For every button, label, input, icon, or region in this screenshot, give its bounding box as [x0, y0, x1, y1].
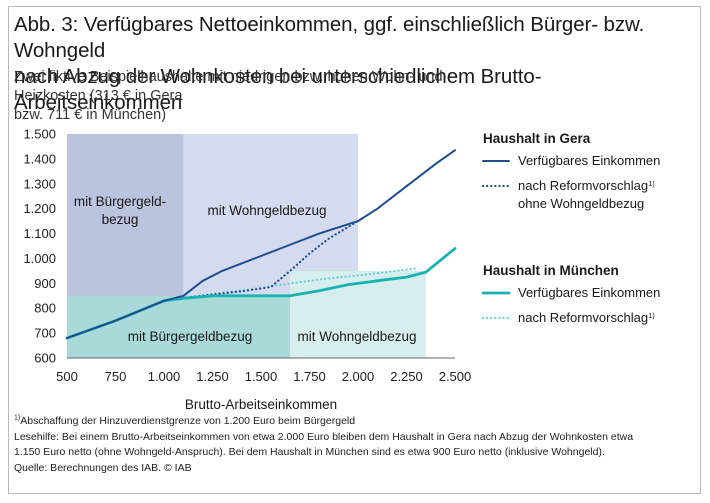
- x-tick-label-2: 750: [105, 369, 127, 384]
- chart-series: [65, 149, 457, 340]
- chart-region-labels: mit Bürgergeld-bezug mit Wohngeldbezug mit…: [74, 194, 417, 344]
- y-tick-label-10: 1.500: [23, 127, 56, 142]
- y-tick-label-7: 1.200: [23, 201, 56, 216]
- x-tick-label-9: 2.500: [439, 369, 472, 384]
- legend-group-title-1: Haushalt in Gera: [483, 131, 591, 146]
- region-label-1-line-2: bezug: [102, 212, 139, 227]
- footnotes: 1)Abschaffung der Hinzuverdienstgrenze v…: [14, 414, 694, 476]
- footnote-1: 1)Abschaffung der Hinzuverdienstgrenze v…: [14, 414, 694, 430]
- region-label-4-line-1: mit Wohngeldbezug: [297, 329, 416, 344]
- x-axis-label: Brutto-Arbeitseinkommen: [185, 397, 337, 412]
- region-label-3-line-1: mit Bürgergeldbezug: [128, 329, 253, 344]
- y-tick-label-5: 1.000: [23, 251, 56, 266]
- y-tick-label-3: 800: [34, 301, 56, 316]
- footnote-1-marker: 1): [14, 414, 21, 422]
- series-gera-available: [66, 149, 456, 340]
- legend-label-2-2-line-1: nach Reformvorschlag1): [518, 310, 655, 325]
- legend-label-1-2-line-1: nach Reformvorschlag1): [518, 178, 655, 193]
- x-tick-label-3: 1.000: [148, 369, 181, 384]
- legend-label-1-1-line-1: Verfügbares Einkommen: [518, 153, 660, 168]
- reading-aid-line-2: 1.150 Euro netto (ohne Wohngeld-Anspruch…: [14, 446, 605, 458]
- chart-regions: [67, 134, 426, 358]
- y-tick-label-8: 1.300: [23, 176, 56, 191]
- y-tick-label-9: 1.400: [23, 151, 56, 166]
- legend-group-title-2: Haushalt in München: [483, 263, 619, 278]
- region-label-2-line-1: mit Wohngeldbezug: [207, 203, 326, 218]
- region-label-1-line-1: mit Bürgergeld-: [74, 194, 166, 209]
- y-tick-label-2: 700: [34, 326, 56, 341]
- reading-aid-line-1: Lesehilfe: Bei einem Brutto-Arbeitseinko…: [14, 430, 634, 443]
- source-note: Quelle: Berechnungen des IAB. © IAB: [14, 461, 192, 474]
- chart-subtitle-line-2: bzw. 711 € in München): [14, 107, 167, 123]
- legend-footnote-marker-1-2: 1): [648, 179, 655, 188]
- chart-axes: 500 750 1.000 1.250 1.500 1.750 2.000 2.250 2.50…: [23, 127, 471, 413]
- y-tick-label-4: 900: [34, 276, 56, 291]
- legend-label-2-1-line-1: Verfügbares Einkommen: [518, 285, 660, 300]
- region-3: [67, 295, 291, 358]
- y-tick-label-1: 600: [34, 351, 56, 366]
- legend-label-1-2-line-2: ohne Wohngeldbezug: [518, 196, 644, 211]
- region-4: [290, 270, 426, 358]
- x-tick-label-1: 500: [56, 369, 78, 384]
- x-tick-label-8: 2.250: [390, 369, 423, 384]
- chart-title-line-2: nach Abzug der Wohnkosten bei unterschie…: [14, 65, 542, 114]
- legend-footnote-marker-2-2: 1): [648, 311, 655, 320]
- chart-title: Abb. 3: Verfügbares Nettoeinkommen, ggf.…: [14, 12, 694, 116]
- x-tick-label-7: 2.000: [342, 369, 375, 384]
- y-tick-label-6: 1.100: [23, 226, 56, 241]
- chart-subtitle-line-1: Zwei fiktive Beispielhaushalte mit niedr…: [14, 69, 443, 104]
- x-tick-label-5: 1.500: [245, 369, 278, 384]
- footnote-1-text: Abschaffung der Hinzuverdienstgrenze von…: [20, 415, 356, 427]
- chart-subtitle: Zwei fiktive Beispielhaushalte mit niedr…: [14, 68, 484, 125]
- chart-legend: Haushalt in Gera Verfügbares Einkommen nac…: [481, 131, 660, 325]
- x-tick-label-4: 1.250: [196, 369, 229, 384]
- chart-title-line-1: Abb. 3: Verfügbares Nettoeinkommen, ggf.…: [14, 13, 645, 62]
- x-tick-label-6: 1.750: [293, 369, 326, 384]
